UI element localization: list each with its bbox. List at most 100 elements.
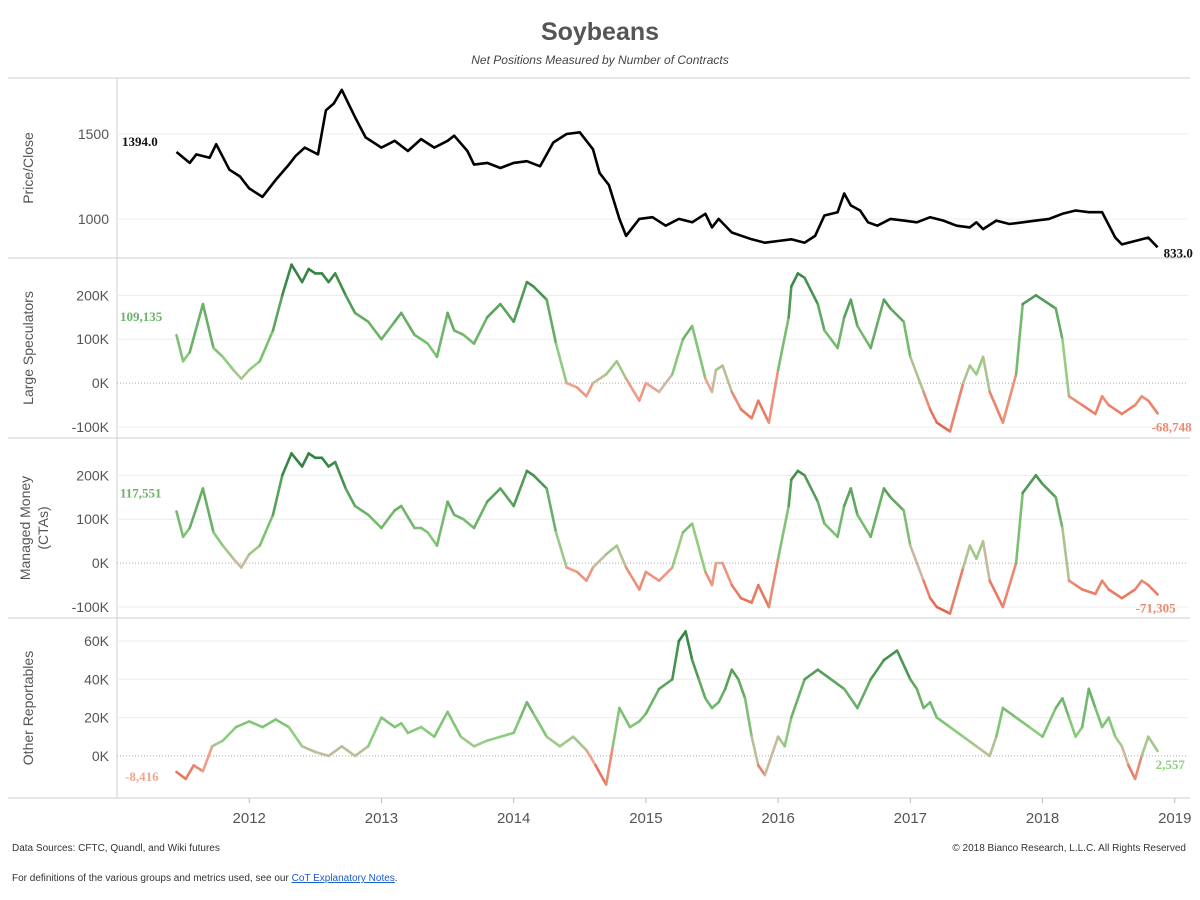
other_reportables-line-segment: [988, 735, 998, 758]
y-tick-label: 1500: [78, 126, 109, 142]
managed_money-line-segment: [333, 460, 348, 490]
managed_money-line-segment: [968, 544, 978, 561]
other_reportables-line-segment: [472, 739, 489, 748]
large_speculators-line-segment: [1054, 307, 1064, 341]
managed_money-line-segment: [823, 522, 839, 539]
managed_money-line-segment: [366, 513, 383, 530]
managed_money-line-segment: [271, 473, 284, 517]
managed_money-line-segment: [419, 526, 430, 534]
large_speculators-line-segment: [232, 368, 243, 381]
definitions-prefix: For definitions of the various groups an…: [12, 873, 289, 884]
managed_money-line-segment: [681, 522, 694, 534]
managed_money-line-segment: [565, 566, 579, 574]
large_speculators-line-segment: [604, 359, 619, 376]
other_reportables-line-segment: [1120, 744, 1130, 767]
copyright-note: © 2018 Bianco Research, L.L.C. All Right…: [952, 843, 1186, 854]
other_reportables-line-segment: [1127, 764, 1137, 781]
large_speculators-line-segment: [1133, 394, 1143, 407]
series-end-label: 833.0: [1164, 245, 1193, 260]
large_speculators-line-segment: [435, 311, 449, 359]
managed_money-line-segment: [922, 579, 932, 600]
series-end-label: -71,305: [1136, 600, 1177, 615]
managed_money-line-segment: [472, 500, 489, 530]
large_speculators-line-segment: [787, 285, 793, 319]
managed_money-line-segment: [928, 596, 939, 609]
large_speculators-line-segment: [902, 320, 912, 359]
large_speculators-line-segment: [280, 263, 293, 297]
managed_money-line-segment: [690, 522, 707, 574]
other_reportables-line-segment: [221, 725, 238, 742]
x-tick-label: 2014: [497, 810, 530, 827]
cot-explanatory-notes-link[interactable]: CoT Explanatory Notes: [291, 873, 395, 884]
other_reportables-line-segment: [684, 630, 694, 662]
large_speculators-line-segment: [1001, 372, 1018, 424]
large_speculators-line-segment: [426, 342, 439, 359]
managed_money-line-segment: [320, 456, 330, 468]
other_reportables-line-segment: [525, 700, 535, 716]
other_reportables-line-segment: [783, 716, 793, 748]
large_speculators-line-segment: [776, 315, 791, 372]
other_reportables-line-segment: [1133, 754, 1143, 781]
x-tick-label: 2016: [761, 810, 794, 827]
managed_money-line-segment: [1001, 561, 1018, 609]
series-start-label: 1394.0: [122, 134, 158, 149]
managed_money-line-segment: [1054, 495, 1064, 530]
other_reportables-line-segment: [776, 735, 787, 748]
managed_money-line-segment: [948, 566, 965, 615]
large_speculators-line-segment: [499, 302, 516, 324]
y-tick-label: 0K: [92, 555, 110, 571]
large_speculators-line-segment: [856, 324, 873, 350]
large_speculators-line-segment: [575, 386, 588, 398]
managed_money-line-segment: [307, 452, 317, 460]
other_reportables-line-segment: [928, 700, 939, 719]
large_speculators-line-segment: [869, 298, 886, 350]
large_speculators-line-segment: [512, 280, 529, 324]
large_speculators-line-segment: [721, 364, 734, 394]
managed_money-line-segment: [796, 469, 806, 477]
other_reportables-line-segment: [1100, 716, 1110, 729]
managed_money-line-segment: [532, 473, 549, 490]
managed_money-line-segment: [247, 544, 262, 556]
y-tick-label: 100K: [76, 511, 109, 527]
other_reportables-line-segment: [618, 706, 632, 729]
large_speculators-line-segment: [816, 302, 826, 332]
large_speculators-line-segment: [485, 302, 502, 319]
other_reportables-line-segment: [1140, 735, 1150, 758]
managed_money-line-segment: [399, 504, 416, 530]
other_reportables-line-segment: [803, 668, 820, 681]
large_speculators-line-segment: [670, 337, 685, 376]
large_speculators-line-segment: [240, 368, 251, 381]
managed_money-line-segment: [988, 579, 1005, 609]
large_speculators-line-segment: [1014, 302, 1025, 376]
other_reportables-line-segment: [717, 687, 727, 704]
large_speculators-line-segment: [767, 368, 780, 424]
other_reportables-line-segment: [274, 718, 291, 729]
other_reportables-line-segment: [585, 748, 597, 767]
large_speculators-line-segment: [554, 342, 568, 385]
large_speculators-line-segment: [258, 329, 275, 363]
large_speculators-line-segment: [935, 421, 952, 433]
series-end-label: 2,557: [1156, 757, 1186, 772]
y-tick-label: 100K: [76, 331, 109, 347]
other_reportables-line-segment: [935, 716, 952, 729]
large_speculators-line-segment: [968, 364, 978, 376]
other_reportables-line-segment: [756, 764, 767, 777]
other_reportables-line-segment: [975, 744, 992, 758]
other_reportables-line-segment: [604, 744, 615, 786]
large_speculators-line-segment: [975, 355, 985, 376]
other_reportables-line-segment: [366, 716, 383, 748]
managed_money-line-segment: [1074, 583, 1084, 591]
managed_money-line-segment: [750, 583, 760, 604]
large_speculators-line-segment: [247, 359, 262, 372]
other_reportables-line-segment: [353, 744, 370, 758]
y-axis-title: Other Reportables: [20, 651, 36, 765]
managed_money-line-segment: [1100, 579, 1110, 591]
managed_money-line-segment: [756, 583, 771, 609]
other_reportables-line-segment: [287, 725, 304, 748]
managed_money-line-segment: [393, 504, 403, 512]
other_reportables-line-segment: [201, 744, 214, 773]
other_reportables-line-segment: [704, 697, 714, 710]
other_reportables-line-segment: [594, 764, 608, 786]
managed_money-line-segment: [1133, 579, 1143, 591]
managed_money-line-segment: [426, 531, 439, 547]
